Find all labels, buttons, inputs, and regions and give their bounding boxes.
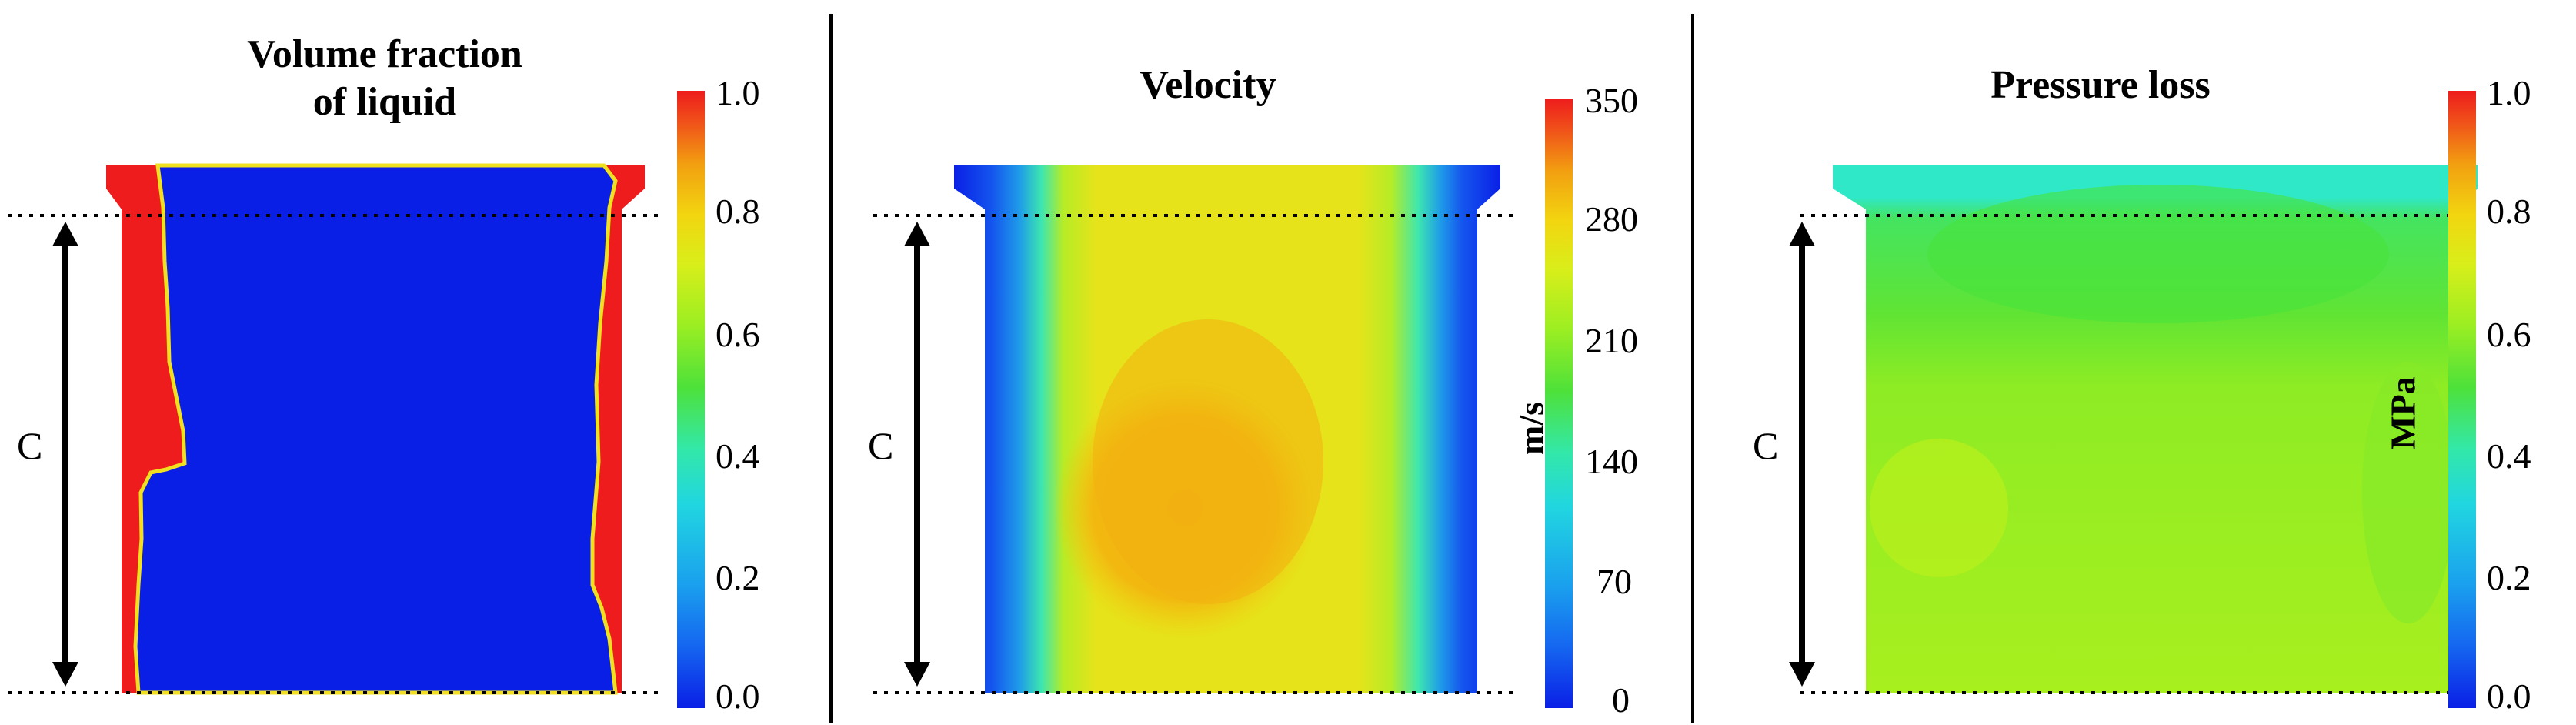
tick-label: 210 <box>1585 321 1638 360</box>
pressure-field <box>1789 165 2478 694</box>
arrow-head-up <box>904 222 930 246</box>
velocity-field <box>873 165 1520 694</box>
panel-title: Velocity <box>1140 63 1276 107</box>
tick-label: 70 <box>1597 562 1632 601</box>
colorbar <box>677 91 705 708</box>
dimension-label: C <box>1753 424 1779 467</box>
tick-label: 0 <box>1612 680 1630 720</box>
tick-label: 0.0 <box>716 677 760 716</box>
colorbar <box>1545 99 1573 708</box>
tick-label: 140 <box>1585 442 1638 481</box>
panel-divider <box>1691 14 1694 723</box>
arrow-head-up <box>52 222 78 246</box>
tick-label: 0.8 <box>2487 192 2531 231</box>
tick-label: 1.0 <box>716 73 760 112</box>
tick-label: 0.4 <box>2487 436 2531 476</box>
panel-pressure-loss: Pressure loss C MPa 1.0 0.8 0.6 0.4 0.2 … <box>1708 0 2570 725</box>
arrow-head-up <box>1789 222 1815 246</box>
tick-label: 1.0 <box>2487 73 2531 112</box>
velocity-core-zone <box>1093 319 1323 604</box>
pressure-low-zone <box>1927 185 2389 323</box>
panel-title: Pressure loss <box>1990 63 2211 107</box>
pressure-high-zone <box>1870 439 2008 577</box>
tick-label: 0.0 <box>2487 677 2531 716</box>
tick-label: 0.6 <box>716 315 760 354</box>
pressure-mid-zone <box>2362 362 2454 623</box>
arrow-head-down <box>52 662 78 687</box>
dimension-label: C <box>17 424 43 467</box>
panel-velocity: Velocity <box>846 0 1693 725</box>
tick-label: 350 <box>1585 81 1638 120</box>
tick-label: 0.2 <box>716 558 760 597</box>
panel-divider <box>829 14 833 723</box>
colorbar <box>2448 91 2476 708</box>
colorbar-unit: MPa <box>2383 376 2423 449</box>
tick-label: 0.8 <box>716 192 760 231</box>
gas-core <box>133 163 618 695</box>
tick-label: 280 <box>1585 199 1638 239</box>
tick-label: 0.4 <box>716 436 760 476</box>
panel-title: Volume fraction of liquid <box>247 32 522 124</box>
tick-label: 0.2 <box>2487 558 2531 597</box>
volume-fraction-field <box>8 163 658 695</box>
arrow-head-down <box>1789 662 1815 687</box>
dimension-label: C <box>868 424 894 467</box>
tick-label: 0.6 <box>2487 315 2531 354</box>
arrow-head-down <box>904 662 930 687</box>
panel-volume-fraction: Volume fraction of liquid C 1.0 0.8 0.6 … <box>0 0 831 725</box>
